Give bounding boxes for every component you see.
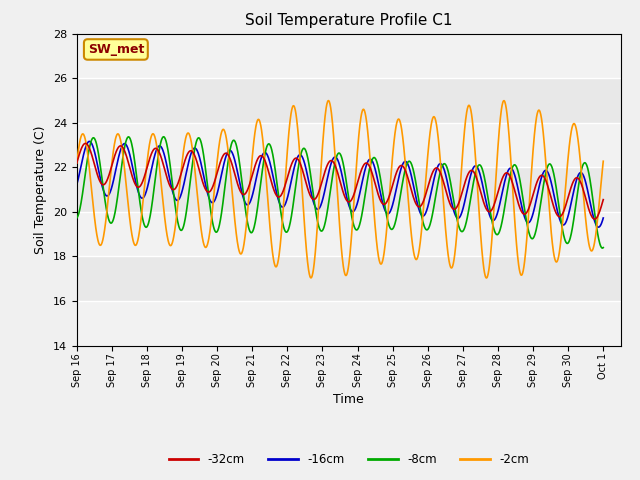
Text: SW_met: SW_met xyxy=(88,43,144,56)
Bar xyxy=(77,212,621,256)
Bar xyxy=(77,123,621,168)
Bar xyxy=(77,34,621,78)
Title: Soil Temperature Profile C1: Soil Temperature Profile C1 xyxy=(245,13,452,28)
Bar xyxy=(77,301,621,346)
Legend: -32cm, -16cm, -8cm, -2cm: -32cm, -16cm, -8cm, -2cm xyxy=(164,448,534,471)
Y-axis label: Soil Temperature (C): Soil Temperature (C) xyxy=(35,125,47,254)
X-axis label: Time: Time xyxy=(333,393,364,406)
